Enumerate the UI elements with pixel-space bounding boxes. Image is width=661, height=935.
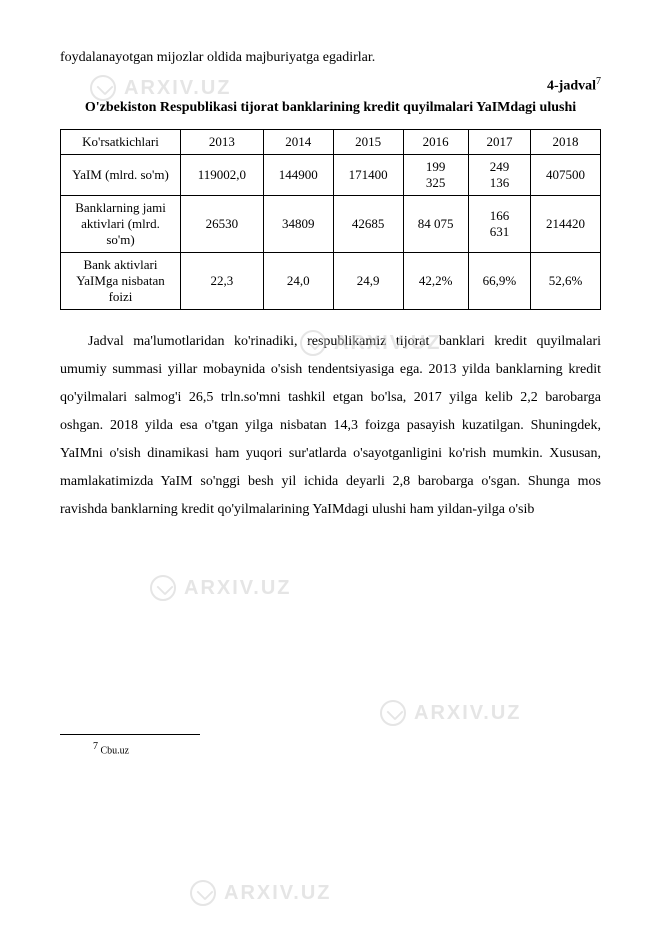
table-cell: 84 075 [403,196,468,253]
footnote-marker: 7 [596,76,601,87]
table-row: Bank aktivlari YaIMga nisbatan foizi 22,… [61,253,601,310]
watermark: ARXIV.UZ [150,575,292,601]
watermark-text: ARXIV.UZ [414,702,522,725]
watermark: ARXIV.UZ [190,880,332,906]
table-header: 2016 [403,130,468,155]
table-cell: 42685 [333,196,403,253]
data-table: Ko'rsatkichlari 2013 2014 2015 2016 2017… [60,129,601,310]
footnote-number: 7 [93,741,98,752]
table-row: Banklarning jami aktivlari (mlrd. so'm) … [61,196,601,253]
table-cell: 42,2% [403,253,468,310]
watermark-icon [150,575,176,601]
table-cell: 407500 [531,155,601,196]
table-header-row: Ko'rsatkichlari 2013 2014 2015 2016 2017… [61,130,601,155]
table-cell: 166631 [468,196,530,253]
table-header: 2013 [181,130,264,155]
row-label: Bank aktivlari YaIMga nisbatan foizi [61,253,181,310]
table-header: 2017 [468,130,530,155]
row-label: YaIM (mlrd. so'm) [61,155,181,196]
table-row: YaIM (mlrd. so'm) 119002,0 144900 171400… [61,155,601,196]
table-cell: 199325 [403,155,468,196]
watermark-icon [190,880,216,906]
table-cell: 34809 [263,196,333,253]
table-cell: 24,9 [333,253,403,310]
row-label: Banklarning jami aktivlari (mlrd. so'm) [61,196,181,253]
table-cell: 66,9% [468,253,530,310]
table-cell: 144900 [263,155,333,196]
watermark-text: ARXIV.UZ [184,577,292,600]
table-cell: 26530 [181,196,264,253]
watermark: ARXIV.UZ [380,700,522,726]
table-label-text: 4-jadval [547,79,596,94]
footnote-text: Cbu.uz [101,746,130,757]
body-paragraph: Jadval ma'lumotlaridan ko'rinadiki, resp… [60,328,601,524]
table-title: O'zbekiston Respublikasi tijorat banklar… [60,98,601,118]
watermark-icon [380,700,406,726]
table-cell: 52,6% [531,253,601,310]
table-header: 2014 [263,130,333,155]
table-label: 4-jadval7 [60,76,601,95]
intro-text: foydalanayotgan mijozlar oldida majburiy… [60,50,601,66]
table-header: Ko'rsatkichlari [61,130,181,155]
footnote-separator [60,734,200,735]
table-cell: 22,3 [181,253,264,310]
watermark-text: ARXIV.UZ [224,882,332,905]
table-header: 2015 [333,130,403,155]
table-cell: 119002,0 [181,155,264,196]
table-cell: 171400 [333,155,403,196]
table-cell: 24,0 [263,253,333,310]
footnote: 7 Cbu.uz [60,741,601,756]
table-cell: 214420 [531,196,601,253]
table-cell: 249136 [468,155,530,196]
table-header: 2018 [531,130,601,155]
